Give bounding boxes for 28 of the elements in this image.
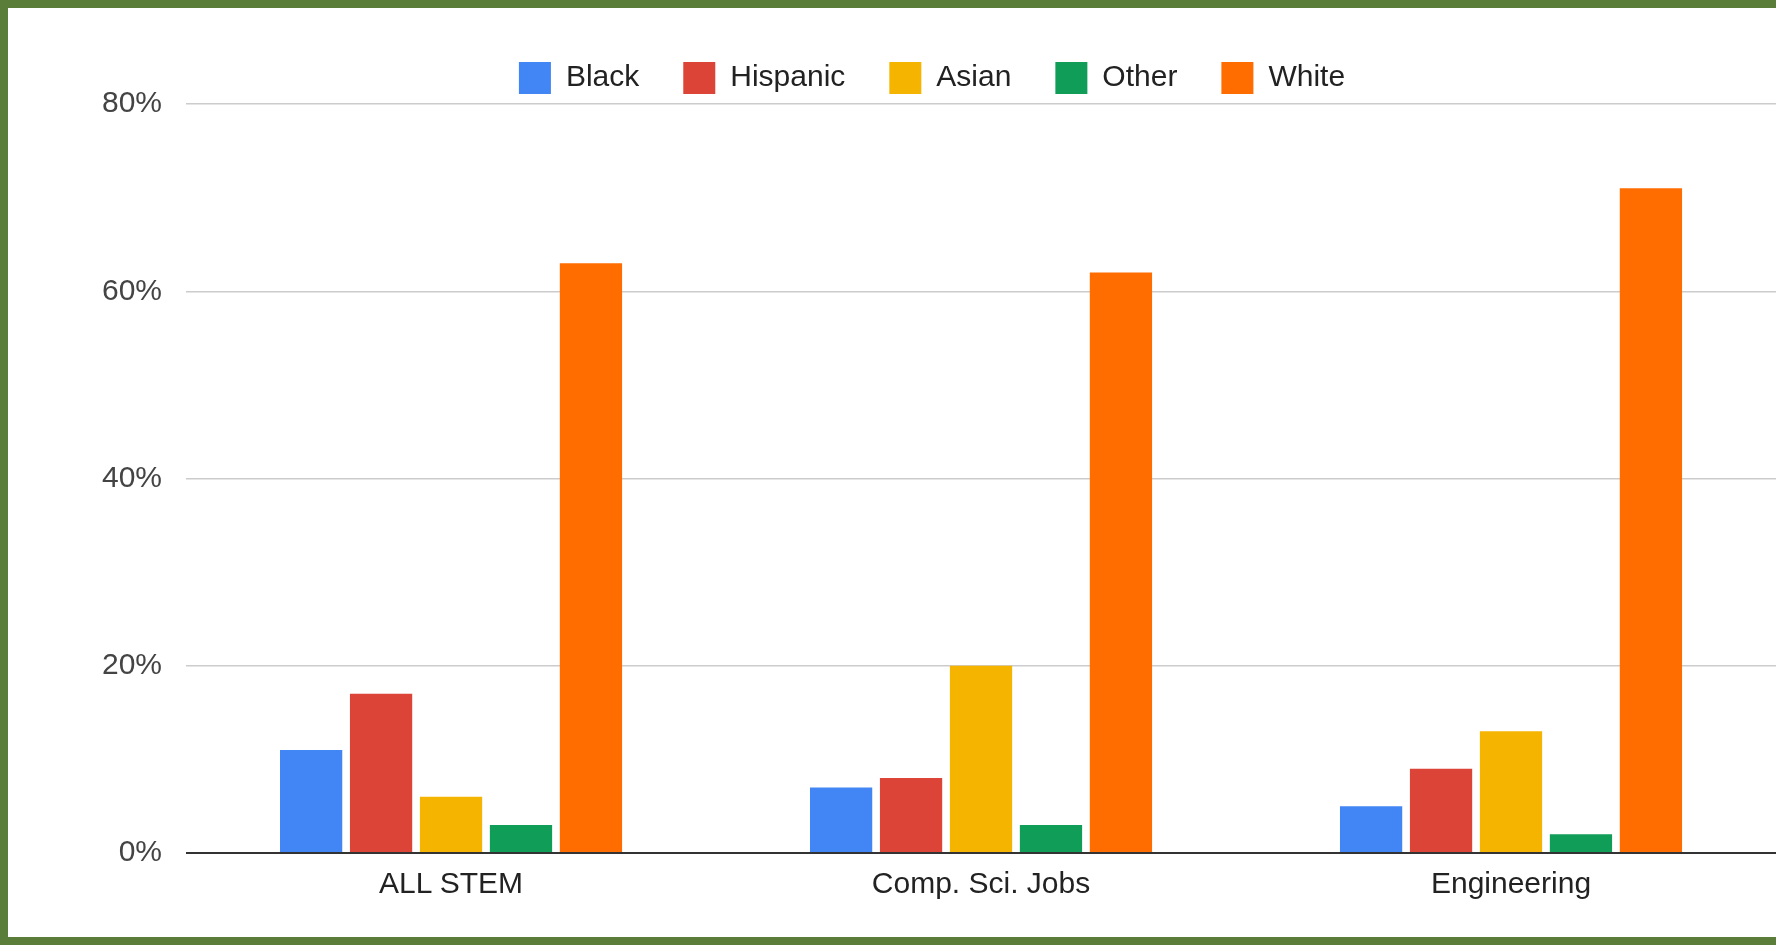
x-tick-label: Engineering (1430, 866, 1592, 900)
bar (1549, 834, 1613, 852)
bar (559, 263, 623, 852)
x-tick-label: ALL STEM (379, 866, 524, 900)
bar (1089, 272, 1153, 852)
bar (1019, 824, 1083, 852)
y-tick-label: 40% (102, 459, 163, 493)
bar (349, 693, 413, 852)
legend-label: Hispanic (730, 59, 846, 93)
bar (419, 796, 483, 852)
legend-label: Asian (936, 59, 1012, 93)
bar (1619, 188, 1683, 852)
x-tick-label: Comp. Sci. Jobs (871, 866, 1091, 900)
y-tick-label: 80% (102, 85, 163, 119)
legend-label: Other (1102, 59, 1178, 93)
y-tick-label: 0% (118, 834, 163, 868)
bar (809, 787, 873, 852)
bar (279, 750, 343, 852)
bar (489, 824, 553, 852)
bar (1409, 768, 1473, 852)
bar (1339, 806, 1403, 852)
bar (949, 665, 1013, 852)
y-tick-label: 60% (102, 272, 163, 306)
y-tick-label: 20% (102, 647, 163, 681)
bar (1479, 731, 1543, 852)
legend-label: White (1268, 59, 1346, 93)
bar (879, 778, 943, 852)
legend-label: Black (565, 59, 641, 93)
